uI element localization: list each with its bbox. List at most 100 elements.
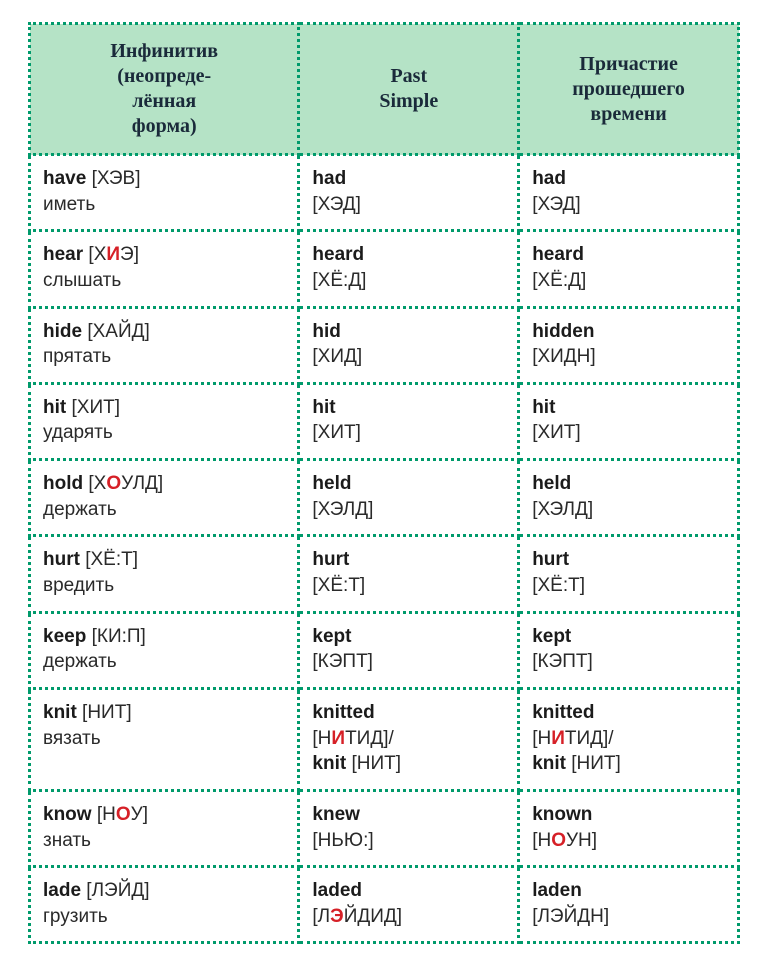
transcription: [ХЁ:Т] <box>80 549 138 570</box>
transcription: [ХЭВ] <box>86 168 140 189</box>
table-row: hurt [ХЁ:Т]вредитьhurt[ХЁ:Т]hurt[ХЁ:Т] <box>30 536 739 612</box>
verb-word: hit <box>532 397 555 418</box>
header-text: Причастие <box>579 53 678 75</box>
cell-past-simple: heard [ХЁ:Д] <box>299 231 519 307</box>
verb-word: laden <box>532 880 582 901</box>
header-text: времени <box>590 103 666 125</box>
transcription: [ХЭЛД] <box>312 499 373 520</box>
transcription: [ХИТ] <box>532 422 581 443</box>
transcription: [Н <box>92 804 116 825</box>
cell-past-participle: hurt [ХЁ:Т] <box>519 536 739 612</box>
verb-word: held <box>532 473 571 494</box>
table-row: hit [ХИТ]ударятьhit[ХИТ]hit[ХИТ] <box>30 383 739 459</box>
translation-ru: ударять <box>43 420 285 446</box>
verb-word: hide <box>43 321 82 342</box>
table-row: hear [ХИЭ]слышатьheard[ХЁ:Д]heard[ХЁ:Д] <box>30 231 739 307</box>
transcription: [ХЁ:Д] <box>312 270 366 291</box>
verb-word: knit <box>532 753 566 774</box>
cell-past-participle: known[НОУН] <box>519 790 739 866</box>
transcription: ТИД]/ <box>565 728 614 749</box>
table-row: lade [ЛЭЙД]грузитьladed[ЛЭЙДИД]laden[ЛЭЙ… <box>30 867 739 943</box>
transcription: [ХИТ] <box>312 422 361 443</box>
verb-word: kept <box>532 626 571 647</box>
cell-past-participle: hidden [ХИДН] <box>519 307 739 383</box>
translation-ru: иметь <box>43 192 285 218</box>
cell-past-participle: held [ХЭЛД] <box>519 460 739 536</box>
transcription: [ХЭД] <box>312 194 360 215</box>
transcription: ЙДИД] <box>344 906 402 927</box>
translation-ru: вязать <box>43 726 285 752</box>
verb-word: heard <box>312 244 364 265</box>
cell-infinitive: hide [ХАЙД]прятать <box>30 307 299 383</box>
transcription: [НИТ] <box>346 753 401 774</box>
translation-ru: знать <box>43 828 285 854</box>
cell-past-participle: kept[КЭПТ] <box>519 612 739 688</box>
verb-word: hit <box>43 397 66 418</box>
cell-infinitive: hear [ХИЭ]слышать <box>30 231 299 307</box>
cell-infinitive: hurt [ХЁ:Т]вредить <box>30 536 299 612</box>
verb-word: knew <box>312 804 360 825</box>
verb-word: had <box>532 168 566 189</box>
irregular-verbs-table: Инфинитив (неопреде- лённая форма) Past … <box>28 22 740 944</box>
header-text: лённая <box>132 90 196 112</box>
transcription: У] <box>131 804 148 825</box>
stressed-letter: О <box>116 804 131 825</box>
verb-word: know <box>43 804 92 825</box>
header-text: (неопреде- <box>117 65 211 87</box>
translation-ru: прятать <box>43 344 285 370</box>
transcription: УЛД] <box>121 473 163 494</box>
transcription: Э] <box>120 244 139 265</box>
cell-past-simple: kept[КЭПТ] <box>299 612 519 688</box>
transcription: [ХЁ:Д] <box>532 270 586 291</box>
table-row: have [ХЭВ]иметьhad[ХЭД]had[ХЭД] <box>30 155 739 231</box>
header-text: прошедшего <box>572 78 685 100</box>
verb-word: hit <box>312 397 335 418</box>
verb-word: knitted <box>532 702 594 723</box>
cell-infinitive: hit [ХИТ]ударять <box>30 383 299 459</box>
cell-past-participle: heard [ХЁ:Д] <box>519 231 739 307</box>
cell-past-participle: had[ХЭД] <box>519 155 739 231</box>
verb-word: heard <box>532 244 584 265</box>
table-row: knit [НИТ]вязатьknitted[НИТИД]/knit [НИТ… <box>30 688 739 790</box>
transcription: [НИТ] <box>566 753 621 774</box>
table-row: hide [ХАЙД]прятатьhid[ХИД] hidden [ХИДН] <box>30 307 739 383</box>
cell-infinitive: keep [КИ:П]держать <box>30 612 299 688</box>
verb-word: hurt <box>532 549 569 570</box>
cell-infinitive: have [ХЭВ] иметь <box>30 155 299 231</box>
transcription: [Л <box>312 906 330 927</box>
verb-word: knit <box>312 753 346 774</box>
stressed-letter: О <box>551 830 566 851</box>
translation-ru: держать <box>43 497 285 523</box>
verb-word: have <box>43 168 86 189</box>
cell-past-participle: hit [ХИТ] <box>519 383 739 459</box>
verb-word: known <box>532 804 592 825</box>
cell-past-simple: hid[ХИД] <box>299 307 519 383</box>
verb-table-page: Инфинитив (неопреде- лённая форма) Past … <box>0 0 768 966</box>
transcription: ТИД]/ <box>345 728 394 749</box>
verb-word: hear <box>43 244 83 265</box>
table-body: have [ХЭВ]иметьhad[ХЭД]had[ХЭД]hear [ХИЭ… <box>30 155 739 943</box>
verb-word: hold <box>43 473 83 494</box>
translation-ru: держать <box>43 649 285 675</box>
verb-word: hidden <box>532 321 594 342</box>
transcription: [Н <box>312 728 331 749</box>
cell-past-simple: knew [НЬЮ:] <box>299 790 519 866</box>
transcription: [ХЁ:Т] <box>532 575 585 596</box>
cell-past-participle: knitted[НИТИД]/knit [НИТ] <box>519 688 739 790</box>
verb-word: held <box>312 473 351 494</box>
transcription: [ХИД] <box>312 346 362 367</box>
header-text: Past <box>390 65 427 87</box>
transcription: [Х <box>83 473 106 494</box>
transcription: [ХЁ:Т] <box>312 575 365 596</box>
transcription: [ХЭЛД] <box>532 499 593 520</box>
verb-word: knitted <box>312 702 374 723</box>
table-row: keep [КИ:П]держатьkept[КЭПТ]kept[КЭПТ] <box>30 612 739 688</box>
cell-past-simple: laded[ЛЭЙДИД] <box>299 867 519 943</box>
cell-infinitive: knit [НИТ]вязать <box>30 688 299 790</box>
header-past-participle: Причастие прошедшего времени <box>519 24 739 155</box>
transcription: [НЬЮ:] <box>312 830 373 851</box>
transcription: [Н <box>532 830 551 851</box>
transcription: [ХИДН] <box>532 346 595 367</box>
verb-word: hurt <box>43 549 80 570</box>
translation-ru: слышать <box>43 268 285 294</box>
